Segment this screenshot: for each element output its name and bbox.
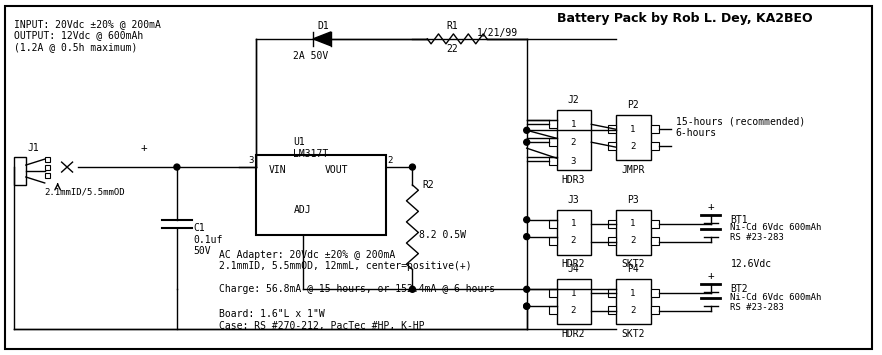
Bar	[651, 220, 659, 228]
Bar	[549, 237, 557, 245]
Text: VIN: VIN	[268, 165, 286, 175]
Text: 1: 1	[631, 125, 636, 134]
Bar	[609, 289, 617, 297]
Bar	[651, 289, 659, 297]
Bar	[549, 138, 557, 146]
Bar	[609, 125, 617, 133]
Text: P3: P3	[627, 195, 639, 205]
Bar	[557, 210, 591, 255]
Circle shape	[524, 234, 530, 240]
Circle shape	[524, 139, 530, 145]
Text: INPUT: 20Vdc ±20% @ 200mA
OUTPUT: 12Vdc @ 600mAh
(1.2A @ 0.5h maximum): INPUT: 20Vdc ±20% @ 200mA OUTPUT: 12Vdc …	[14, 19, 161, 52]
Text: 2A 50V: 2A 50V	[293, 51, 328, 61]
Text: VOUT: VOUT	[325, 165, 348, 175]
Text: Battery Pack by Rob L. Dey, KA2BEO: Battery Pack by Rob L. Dey, KA2BEO	[557, 12, 812, 26]
Text: J4: J4	[567, 264, 579, 274]
Text: HDR2: HDR2	[562, 329, 585, 339]
Text: 1: 1	[571, 289, 576, 298]
Bar	[651, 125, 659, 133]
Text: U1
LM317T: U1 LM317T	[293, 137, 328, 159]
Bar	[609, 220, 617, 228]
Bar	[549, 306, 557, 314]
Text: Board: 1.6"L x 1"W
Case: RS #270-212, PacTec #HP, K-HP: Board: 1.6"L x 1"W Case: RS #270-212, Pa…	[219, 309, 424, 331]
Text: 2: 2	[571, 306, 576, 315]
Bar	[549, 289, 557, 297]
Text: 2: 2	[631, 142, 636, 151]
Text: 1: 1	[571, 219, 576, 228]
Text: HDR2: HDR2	[562, 260, 585, 269]
Text: Ni-Cd 6Vdc 600mAh
RS #23-283: Ni-Cd 6Vdc 600mAh RS #23-283	[730, 293, 822, 312]
Text: 2: 2	[631, 236, 636, 245]
Circle shape	[409, 164, 415, 170]
Text: Ni-Cd 6Vdc 600mAh
RS #23-283: Ni-Cd 6Vdc 600mAh RS #23-283	[730, 223, 822, 242]
Text: 22: 22	[446, 44, 458, 54]
Bar	[45, 165, 49, 170]
Bar	[549, 220, 557, 228]
Text: 3: 3	[571, 157, 576, 165]
Text: D1: D1	[318, 21, 329, 31]
Text: 2: 2	[631, 306, 636, 315]
Text: J2: J2	[567, 95, 579, 105]
Bar	[549, 157, 557, 165]
Text: J3: J3	[567, 195, 579, 205]
Text: 1/21/99: 1/21/99	[477, 28, 518, 38]
Text: 8.2 0.5W: 8.2 0.5W	[419, 230, 467, 240]
Bar	[14, 157, 26, 185]
Text: Charge: 56.8mA @ 15-hours, or 152.4mA @ 6-hours: Charge: 56.8mA @ 15-hours, or 152.4mA @ …	[219, 284, 495, 294]
Bar	[617, 210, 651, 255]
Bar	[651, 306, 659, 314]
Text: R1: R1	[446, 21, 458, 31]
Text: R2: R2	[422, 180, 434, 190]
Text: +: +	[707, 271, 714, 282]
Circle shape	[524, 127, 530, 133]
Text: 2: 2	[387, 155, 393, 165]
Bar	[557, 279, 591, 324]
Bar	[257, 155, 385, 235]
Bar	[609, 142, 617, 150]
Text: C1
0.1uf
50V: C1 0.1uf 50V	[194, 223, 223, 256]
Text: +: +	[141, 143, 147, 153]
Bar	[609, 306, 617, 314]
Circle shape	[524, 217, 530, 223]
Bar	[617, 115, 651, 160]
Text: 2: 2	[571, 236, 576, 245]
Polygon shape	[313, 32, 331, 46]
Text: AC Adapter: 20Vdc ±20% @ 200mA
2.1mmID, 5.5mmOD, 12mmL, center=positive(+): AC Adapter: 20Vdc ±20% @ 200mA 2.1mmID, …	[219, 250, 471, 271]
Text: P4: P4	[627, 264, 639, 274]
Circle shape	[409, 286, 415, 292]
Bar	[45, 157, 49, 162]
Text: +: +	[707, 202, 714, 212]
Circle shape	[524, 303, 530, 309]
Text: BT2: BT2	[730, 284, 748, 294]
Text: 3: 3	[248, 155, 253, 165]
Text: HDR3: HDR3	[562, 175, 585, 185]
Text: P2: P2	[627, 100, 639, 110]
Bar	[609, 237, 617, 245]
Text: 2.1mmID/5.5mmOD: 2.1mmID/5.5mmOD	[45, 187, 125, 196]
Bar	[651, 142, 659, 150]
Text: 1: 1	[571, 120, 576, 129]
Circle shape	[174, 164, 180, 170]
Circle shape	[524, 303, 530, 309]
Bar	[45, 173, 49, 178]
Circle shape	[524, 286, 530, 292]
Text: JMPR: JMPR	[621, 165, 645, 175]
Bar	[549, 120, 557, 128]
Text: BT1: BT1	[730, 215, 748, 225]
Bar	[557, 110, 591, 170]
Text: 12.6Vdc: 12.6Vdc	[730, 260, 772, 269]
Text: J1: J1	[28, 143, 40, 153]
Text: SKT2: SKT2	[621, 329, 645, 339]
Text: 2: 2	[571, 138, 576, 147]
Text: 15-hours (recommended)
6-hours: 15-hours (recommended) 6-hours	[676, 116, 805, 138]
Text: SKT2: SKT2	[621, 260, 645, 269]
Text: 1: 1	[631, 289, 636, 298]
Text: 1: 1	[631, 219, 636, 228]
Bar	[651, 237, 659, 245]
Text: ADJ: ADJ	[295, 205, 312, 215]
Bar	[617, 279, 651, 324]
